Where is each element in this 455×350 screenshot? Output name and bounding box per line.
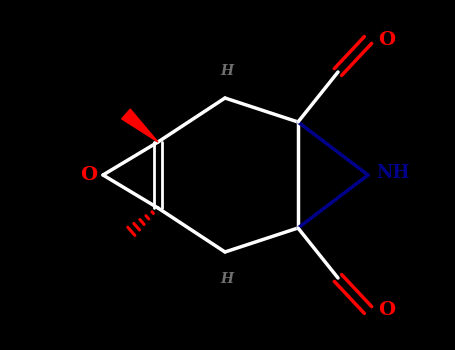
- Text: NH: NH: [376, 164, 410, 182]
- Text: O: O: [81, 166, 97, 184]
- Text: O: O: [378, 301, 395, 319]
- Polygon shape: [122, 109, 158, 142]
- Text: H: H: [220, 64, 233, 78]
- Text: H: H: [220, 272, 233, 286]
- Text: O: O: [378, 31, 395, 49]
